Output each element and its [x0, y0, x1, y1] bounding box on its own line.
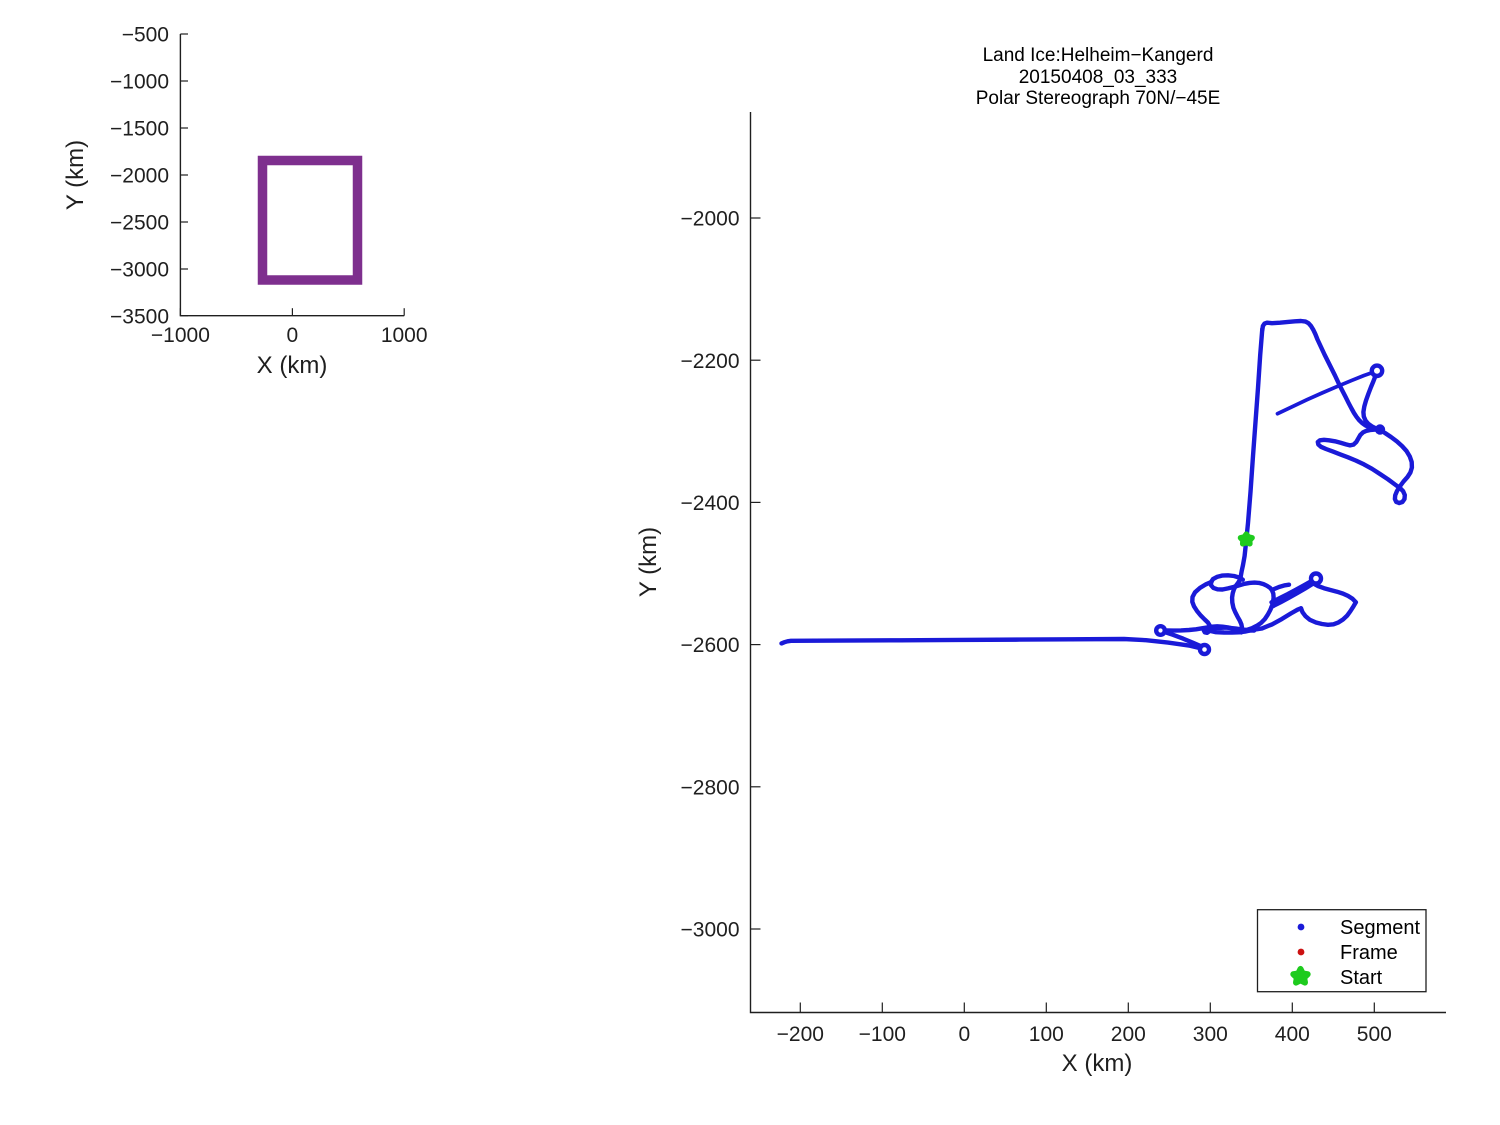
svg-text:X (km): X (km)	[1062, 1050, 1133, 1077]
svg-text:−2400: −2400	[681, 492, 740, 515]
svg-text:200: 200	[1111, 1023, 1146, 1046]
svg-text:Y (km): Y (km)	[635, 527, 662, 597]
svg-text:0: 0	[287, 324, 299, 347]
svg-text:−2000: −2000	[110, 165, 169, 188]
svg-text:−2200: −2200	[681, 350, 740, 373]
svg-text:−1000: −1000	[151, 324, 210, 347]
svg-text:Land Ice:Helheim−Kangerd: Land Ice:Helheim−Kangerd	[983, 45, 1214, 66]
svg-text:Segment: Segment	[1340, 917, 1420, 939]
svg-text:−3000: −3000	[110, 259, 169, 282]
svg-text:−2800: −2800	[681, 776, 740, 799]
svg-text:Frame: Frame	[1340, 942, 1398, 964]
svg-text:300: 300	[1193, 1023, 1228, 1046]
svg-text:100: 100	[1029, 1023, 1064, 1046]
svg-text:−1000: −1000	[110, 71, 169, 94]
svg-text:−1500: −1500	[110, 118, 169, 141]
svg-text:−3000: −3000	[681, 919, 740, 942]
svg-text:−200: −200	[777, 1023, 824, 1046]
svg-text:500: 500	[1357, 1023, 1392, 1046]
svg-text:Start: Start	[1340, 967, 1383, 989]
svg-text:−2000: −2000	[681, 208, 740, 231]
svg-text:−500: −500	[122, 24, 169, 47]
svg-text:Y (km): Y (km)	[62, 140, 89, 210]
svg-text:−100: −100	[859, 1023, 906, 1046]
svg-text:0: 0	[958, 1023, 970, 1046]
svg-text:−3500: −3500	[110, 305, 169, 328]
svg-text:Polar Stereograph 70N/−45E: Polar Stereograph 70N/−45E	[976, 88, 1221, 109]
svg-text:−2600: −2600	[681, 634, 740, 657]
svg-text:1000: 1000	[381, 324, 428, 347]
svg-text:X (km): X (km)	[257, 352, 328, 379]
svg-text:20150408_03_333: 20150408_03_333	[1019, 67, 1178, 88]
svg-text:400: 400	[1275, 1023, 1310, 1046]
svg-text:−2500: −2500	[110, 212, 169, 235]
